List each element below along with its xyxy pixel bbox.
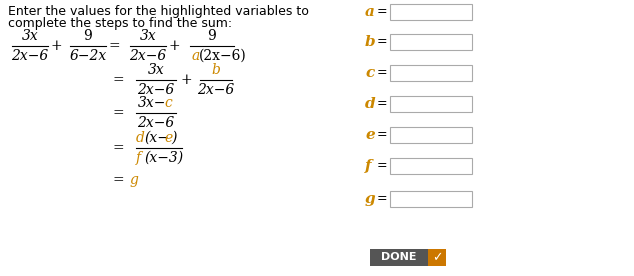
FancyBboxPatch shape — [390, 65, 472, 81]
Text: =: = — [112, 173, 124, 187]
FancyBboxPatch shape — [390, 34, 472, 50]
FancyBboxPatch shape — [390, 127, 472, 143]
Text: +: + — [50, 39, 61, 53]
Text: =: = — [112, 106, 124, 120]
Text: f: f — [136, 151, 141, 165]
FancyBboxPatch shape — [390, 96, 472, 112]
Text: 2x−6: 2x−6 — [138, 116, 174, 130]
Text: 9: 9 — [84, 29, 93, 43]
Text: ): ) — [171, 131, 176, 145]
FancyBboxPatch shape — [390, 191, 472, 207]
Text: ✓: ✓ — [432, 251, 443, 264]
Text: 2x−6: 2x−6 — [197, 83, 235, 97]
Text: =: = — [112, 141, 124, 155]
Text: 3x−: 3x− — [138, 96, 166, 110]
Text: b: b — [365, 35, 375, 49]
Text: d: d — [136, 131, 145, 145]
Text: f: f — [365, 159, 372, 173]
Text: DONE: DONE — [381, 253, 417, 262]
Text: 9: 9 — [207, 29, 216, 43]
Text: =: = — [377, 36, 387, 49]
FancyBboxPatch shape — [390, 4, 472, 20]
FancyBboxPatch shape — [390, 158, 472, 174]
Text: 2x−6: 2x−6 — [129, 49, 167, 63]
Text: g: g — [365, 192, 375, 206]
Text: a: a — [365, 5, 375, 19]
Text: =: = — [377, 67, 387, 79]
Text: =: = — [377, 160, 387, 172]
Text: 2x−6: 2x−6 — [138, 83, 174, 97]
Text: =: = — [108, 39, 120, 53]
Text: (x−: (x− — [144, 131, 169, 145]
Text: 3x: 3x — [148, 63, 164, 77]
FancyBboxPatch shape — [428, 249, 446, 266]
Text: =: = — [377, 97, 387, 110]
Text: c: c — [164, 96, 172, 110]
Text: =: = — [112, 73, 124, 87]
Text: 3x: 3x — [139, 29, 157, 43]
Text: (x−3): (x−3) — [144, 151, 183, 165]
Text: e: e — [164, 131, 172, 145]
Text: e: e — [365, 128, 375, 142]
Text: =: = — [377, 192, 387, 206]
Text: b: b — [212, 63, 221, 77]
Text: =: = — [377, 6, 387, 18]
Text: =: = — [377, 129, 387, 142]
Text: 6−2x: 6−2x — [69, 49, 107, 63]
Text: +: + — [180, 73, 192, 87]
Text: g: g — [130, 173, 139, 187]
Text: complete the steps to find the sum:: complete the steps to find the sum: — [8, 17, 232, 30]
Text: a: a — [192, 49, 200, 63]
Text: c: c — [365, 66, 374, 80]
Text: 2x−6: 2x−6 — [11, 49, 49, 63]
Text: 3x: 3x — [22, 29, 39, 43]
Text: +: + — [168, 39, 180, 53]
Text: d: d — [365, 97, 375, 111]
Text: Enter the values for the highlighted variables to: Enter the values for the highlighted var… — [8, 4, 309, 17]
Text: (2x−6): (2x−6) — [199, 49, 247, 63]
FancyBboxPatch shape — [370, 249, 428, 266]
